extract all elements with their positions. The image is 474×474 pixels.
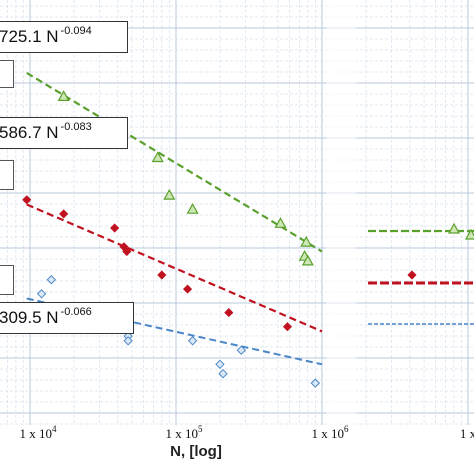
equation-text-blue: 309.5 N	[0, 308, 59, 327]
legend-box-2	[0, 160, 14, 190]
legend-box-3	[0, 265, 14, 295]
data-point-blue	[236, 345, 246, 355]
equation-text-green: 725.1 N	[0, 27, 59, 46]
equation-box-red: 586.7 N -0.083	[0, 117, 128, 149]
trend-line-red	[26, 203, 323, 333]
data-point-green	[300, 235, 313, 247]
data-point-red	[122, 246, 132, 257]
data-point-blue	[187, 336, 198, 346]
runout-point-green	[447, 222, 461, 234]
data-point-blue	[215, 359, 225, 370]
x-tick-label: 1 x 106	[312, 424, 350, 441]
data-point-red	[157, 270, 167, 280]
x-tick-label: 1 x	[460, 426, 474, 441]
equation-box-blue: 309.5 N -0.066	[0, 302, 134, 334]
data-point-green	[151, 151, 164, 163]
data-points	[22, 90, 474, 388]
data-point-red	[22, 195, 32, 205]
runout-point-red	[407, 270, 417, 280]
x-axis-label: N, [log]	[170, 443, 222, 460]
equation-text-red: 586.7 N	[0, 123, 59, 142]
data-point-blue	[46, 274, 57, 285]
data-point-red	[182, 284, 193, 294]
x-tick-labels: 1 x 104 1 x 105 1 x 106 1 x	[20, 424, 474, 441]
equation-exponent-blue: -0.066	[60, 306, 92, 318]
equation-box-green: 725.1 N -0.094	[0, 21, 128, 53]
data-point-blue	[123, 336, 133, 346]
data-point-red	[110, 223, 120, 233]
data-point-green	[301, 254, 314, 266]
equation-exponent-red: -0.083	[60, 121, 92, 133]
data-point-blue	[36, 289, 47, 299]
data-point-green	[274, 217, 287, 228]
x-tick-label: 1 x 104	[20, 424, 58, 441]
x-tick-label: 1 x 105	[166, 424, 204, 441]
data-point-blue	[218, 368, 228, 379]
data-point-red	[224, 308, 234, 318]
runout-lines	[368, 229, 474, 325]
data-point-red	[282, 322, 293, 332]
data-point-green	[57, 90, 70, 102]
data-point-red	[59, 209, 69, 219]
trend-line-green	[26, 71, 323, 253]
data-point-green	[186, 202, 199, 214]
plot-gap	[326, 0, 356, 425]
legend-box-1	[0, 60, 14, 88]
gridlines	[0, 0, 474, 425]
data-point-blue	[310, 378, 321, 388]
equation-exponent-green: -0.094	[60, 25, 92, 37]
data-point-green	[163, 188, 176, 200]
